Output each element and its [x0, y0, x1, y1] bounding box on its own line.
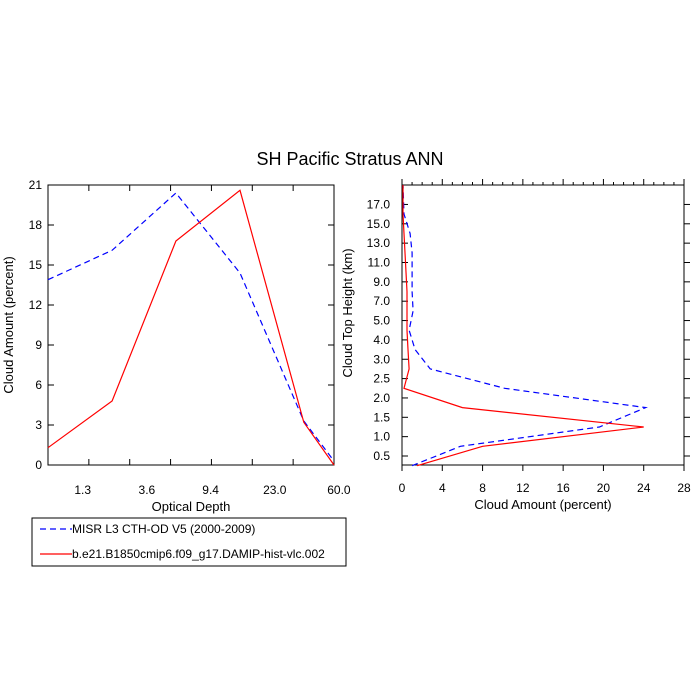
left-y-tick-label: 18	[29, 218, 43, 232]
left-series-lines	[47, 189, 335, 466]
left-y-tick-label: 12	[29, 298, 43, 312]
right-x-tick-label: 12	[516, 481, 530, 495]
left-x-axis-label: Optical Depth	[152, 499, 231, 514]
right-y-tick-label: 17.0	[367, 197, 391, 211]
right-x-tick-label: 20	[597, 481, 611, 495]
right-y-tick-label: 4.0	[373, 333, 390, 347]
left-x-tick-label: 1.3	[74, 483, 91, 497]
right-plot-frame	[401, 184, 685, 466]
left-y-tick-label: 0	[35, 458, 42, 472]
legend: MISR L3 CTH-OD V5 (2000-2009) b.e21.B185…	[31, 517, 347, 567]
right-x-tick-label: 0	[399, 481, 406, 495]
right-y-tick-label: 9.0	[373, 275, 390, 289]
legend-box	[31, 517, 347, 567]
legend-label-model: b.e21.B1850cmip6.f09_g17.DAMIP-hist-vlc.…	[72, 547, 325, 561]
right-y-tick-label: 3.0	[373, 352, 390, 366]
right-y-tick-label: 1.5	[373, 410, 390, 424]
right-y-tick-label: 2.5	[373, 372, 390, 386]
right-series-line-model	[402, 185, 644, 467]
right-y-tick-label: 0.5	[373, 449, 390, 463]
left-y-tick-label: 15	[29, 258, 43, 272]
left-x-tick-label: 9.4	[202, 483, 219, 497]
left-axis-ticks: 0 3 6 9 12 15 18 21 1.3 3.6 9.4 23.0 60.0	[29, 178, 351, 497]
right-y-tick-label: 5.0	[373, 314, 390, 328]
left-plot-frame	[47, 184, 335, 466]
right-y-tick-label: 2.0	[373, 391, 390, 405]
right-y-tick-label: 11.0	[368, 256, 391, 270]
chart-title: SH Pacific Stratus ANN	[256, 149, 443, 169]
left-x-tick-label: 23.0	[263, 483, 287, 497]
left-series-line-model	[47, 189, 335, 466]
right-x-tick-label: 24	[637, 481, 651, 495]
right-x-tick-label: 8	[479, 481, 486, 495]
left-y-tick-label: 6	[35, 378, 42, 392]
right-y-tick-label: 7.0	[373, 294, 390, 308]
left-y-tick-label: 9	[35, 338, 42, 352]
right-x-tick-label: 16	[556, 481, 570, 495]
left-chart-optical-depth: 0 3 6 9 12 15 18 21 1.3 3.6 9.4 23.0 60.0 Optical De…	[1, 178, 351, 514]
left-series-line-misr	[47, 192, 335, 462]
right-y-tick-label: 15.0	[367, 217, 391, 231]
left-x-tick-label: 60.0	[327, 483, 351, 497]
left-y-tick-label: 21	[29, 178, 43, 192]
right-y-axis-label: Cloud Top Height (km)	[340, 248, 355, 377]
right-chart-cloud-top-height: 0.5 1.0 1.5 2.0 2.5 3.0 4.0 5.0 7.0 9.0 11.0 13.0 15…	[340, 179, 691, 512]
right-y-tick-label: 1.0	[373, 430, 390, 444]
right-axis-ticks: 0.5 1.0 1.5 2.0 2.5 3.0 4.0 5.0 7.0 9.0 11.0 13.0 15…	[367, 179, 691, 495]
legend-label-misr: MISR L3 CTH-OD V5 (2000-2009)	[72, 522, 255, 536]
left-x-tick-label: 3.6	[139, 483, 156, 497]
right-y-tick-label: 13.0	[367, 236, 391, 250]
left-y-axis-label: Cloud Amount (percent)	[1, 256, 16, 393]
right-x-axis-label: Cloud Amount (percent)	[474, 497, 611, 512]
left-y-tick-label: 3	[35, 418, 42, 432]
right-series-lines	[402, 184, 648, 467]
right-x-tick-label: 28	[677, 481, 691, 495]
right-x-tick-label: 4	[439, 481, 446, 495]
